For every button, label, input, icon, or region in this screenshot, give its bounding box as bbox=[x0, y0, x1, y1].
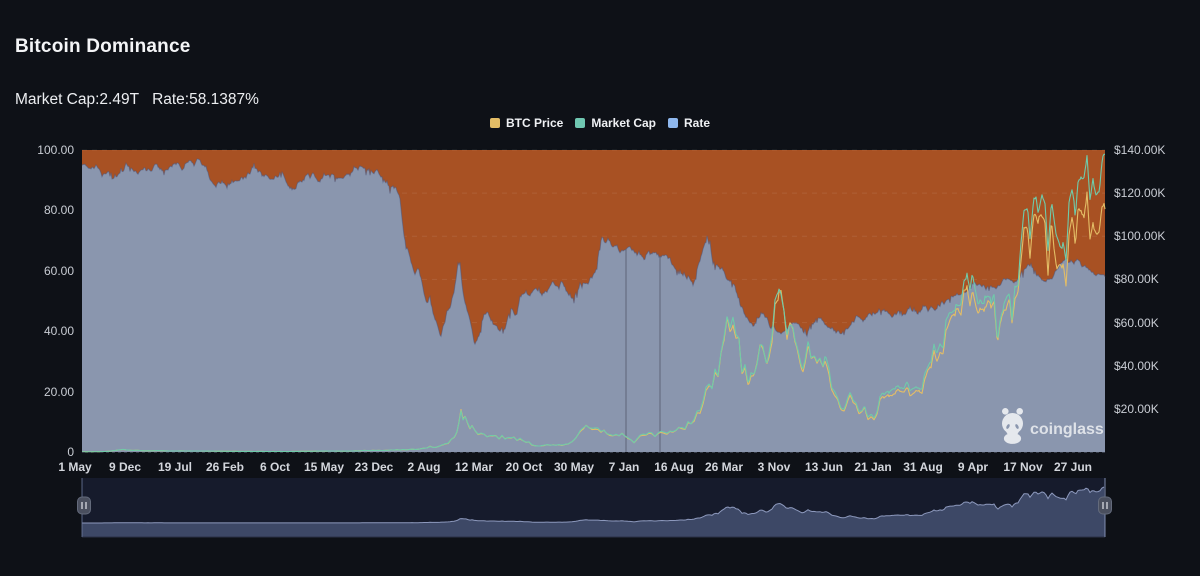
svg-text:80.00: 80.00 bbox=[44, 203, 74, 217]
svg-text:coinglass: coinglass bbox=[1030, 421, 1104, 438]
svg-text:27 Jun: 27 Jun bbox=[1054, 460, 1092, 474]
svg-text:26 Mar: 26 Mar bbox=[705, 460, 743, 474]
svg-text:30 May: 30 May bbox=[554, 460, 594, 474]
svg-text:31 Aug: 31 Aug bbox=[903, 460, 943, 474]
svg-text:20 Oct: 20 Oct bbox=[506, 460, 543, 474]
svg-text:40.00: 40.00 bbox=[44, 324, 74, 338]
svg-text:60.00: 60.00 bbox=[44, 264, 74, 278]
svg-text:21 Jan: 21 Jan bbox=[854, 460, 891, 474]
svg-text:19 Jul: 19 Jul bbox=[158, 460, 192, 474]
svg-text:1 May: 1 May bbox=[58, 460, 92, 474]
svg-text:100.00: 100.00 bbox=[37, 143, 74, 157]
svg-text:$140.00K: $140.00K bbox=[1114, 143, 1165, 157]
svg-text:26 Feb: 26 Feb bbox=[206, 460, 244, 474]
svg-text:$40.00K: $40.00K bbox=[1114, 359, 1159, 373]
svg-text:23 Dec: 23 Dec bbox=[355, 460, 394, 474]
svg-text:6 Oct: 6 Oct bbox=[260, 460, 290, 474]
svg-text:12 Mar: 12 Mar bbox=[455, 460, 493, 474]
svg-text:15 May: 15 May bbox=[304, 460, 344, 474]
svg-text:$80.00K: $80.00K bbox=[1114, 272, 1159, 286]
svg-text:13 Jun: 13 Jun bbox=[805, 460, 843, 474]
svg-text:3 Nov: 3 Nov bbox=[758, 460, 791, 474]
svg-text:7 Jan: 7 Jan bbox=[609, 460, 640, 474]
svg-text:$20.00K: $20.00K bbox=[1114, 402, 1159, 416]
svg-text:9 Apr: 9 Apr bbox=[958, 460, 989, 474]
svg-text:17 Nov: 17 Nov bbox=[1003, 460, 1043, 474]
svg-text:2 Aug: 2 Aug bbox=[408, 460, 441, 474]
svg-text:16 Aug: 16 Aug bbox=[654, 460, 694, 474]
svg-text:$100.00K: $100.00K bbox=[1114, 229, 1165, 243]
svg-text:$60.00K: $60.00K bbox=[1114, 316, 1159, 330]
svg-text:$120.00K: $120.00K bbox=[1114, 186, 1165, 200]
svg-text:9 Dec: 9 Dec bbox=[109, 460, 141, 474]
svg-text:20.00: 20.00 bbox=[44, 385, 74, 399]
svg-text:0: 0 bbox=[67, 445, 74, 459]
